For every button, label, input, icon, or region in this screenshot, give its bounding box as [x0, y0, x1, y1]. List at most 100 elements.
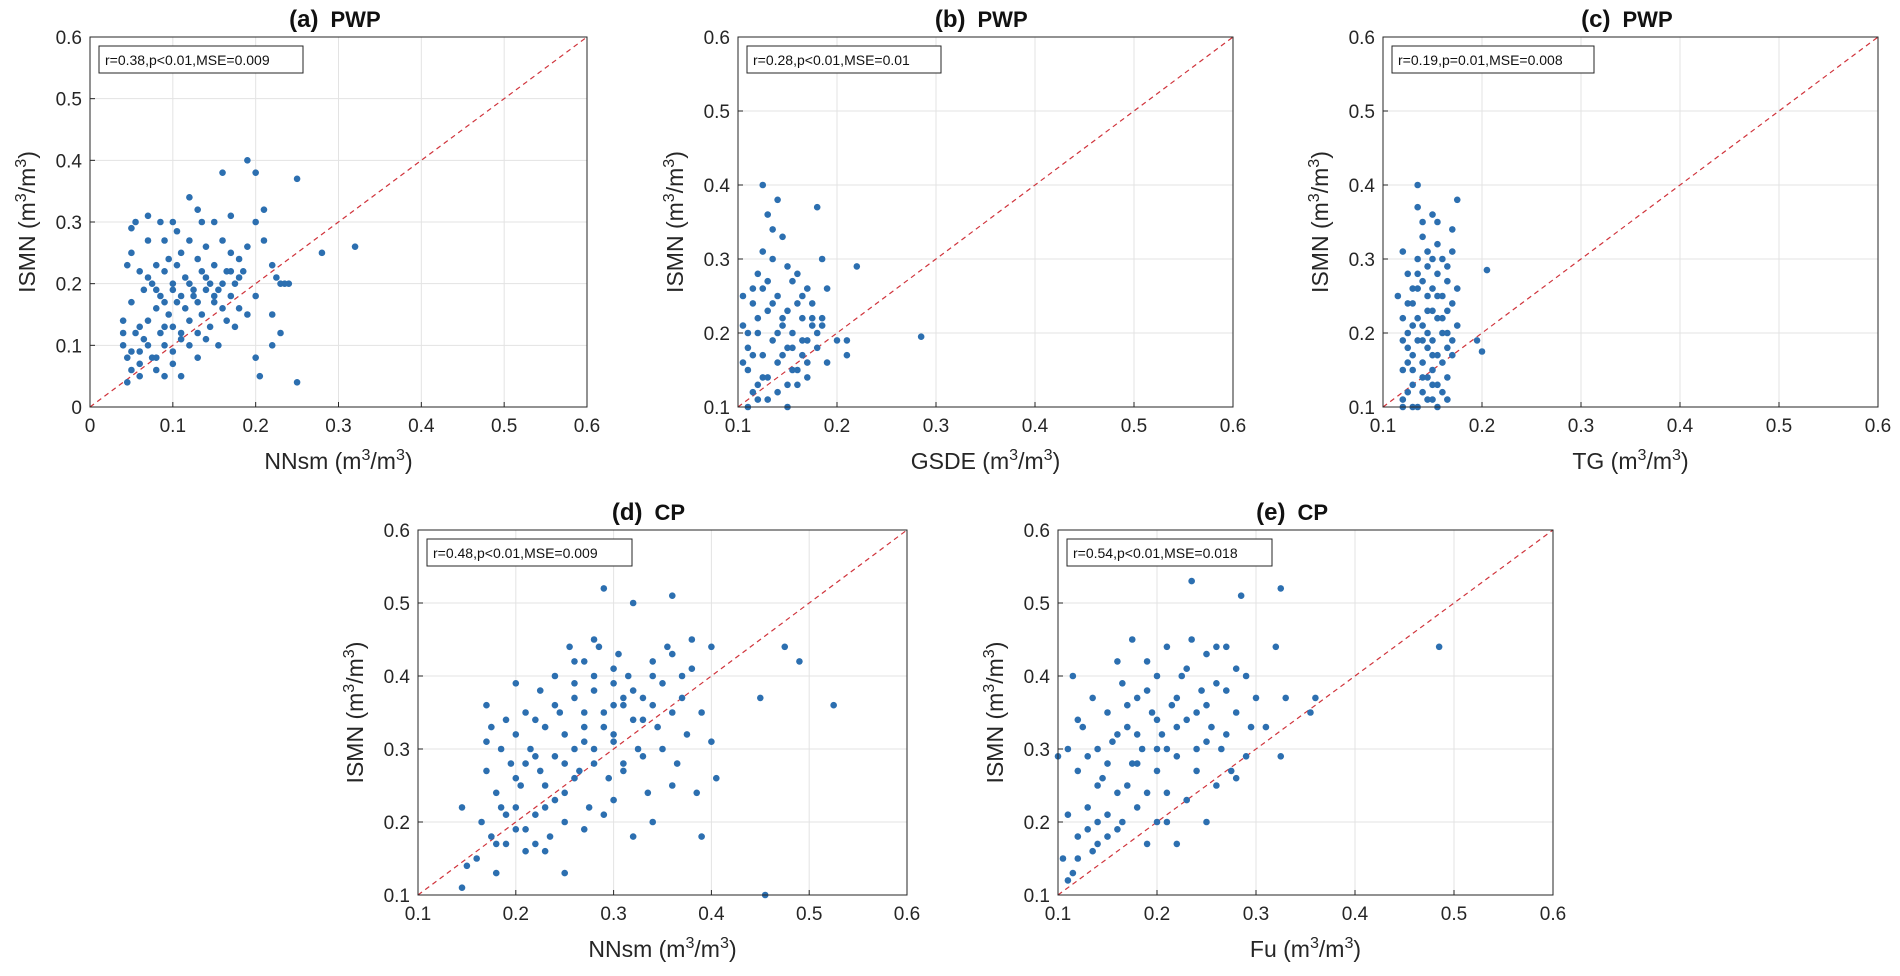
data-point	[1434, 314, 1441, 322]
data-point	[708, 643, 715, 651]
data-point	[1064, 745, 1072, 753]
data-point	[1449, 248, 1456, 255]
data-point	[1148, 709, 1156, 716]
data-point	[123, 379, 131, 386]
data-point	[293, 379, 301, 386]
x-tick-label: 0.2	[242, 416, 268, 437]
data-point	[610, 680, 617, 687]
data-point	[1424, 292, 1431, 300]
data-point	[634, 745, 642, 753]
stats-annotation-box	[98, 45, 304, 74]
data-point	[799, 292, 806, 300]
data-point	[1414, 314, 1421, 322]
data-point	[639, 716, 647, 724]
data-point	[1419, 359, 1426, 366]
data-point	[152, 366, 160, 374]
axes-frame	[737, 36, 1234, 408]
data-point	[764, 374, 771, 381]
data-point	[757, 694, 764, 702]
data-point	[1208, 723, 1215, 731]
y-axis-label: ISMN (m3/m3)	[340, 642, 368, 784]
data-point	[561, 818, 568, 826]
data-point	[1449, 337, 1456, 344]
data-point	[227, 268, 235, 275]
data-point	[1124, 723, 1131, 731]
data-point	[917, 333, 925, 341]
data-point	[1213, 680, 1220, 687]
data-point	[683, 731, 691, 738]
data-point	[610, 731, 617, 738]
data-point	[799, 314, 806, 322]
data-point	[136, 372, 143, 380]
data-point	[512, 804, 520, 811]
data-point	[1444, 307, 1451, 315]
x-tick-label: 0.5	[1121, 416, 1147, 437]
data-point	[818, 255, 826, 263]
data-point	[712, 774, 720, 782]
data-point	[639, 753, 647, 760]
data-point	[194, 298, 201, 306]
data-point	[571, 658, 578, 665]
data-point	[227, 292, 235, 300]
data-point	[1064, 811, 1072, 818]
data-point	[273, 274, 280, 281]
y-tick-label: 0.5	[704, 102, 730, 123]
data-point	[546, 833, 554, 840]
data-point	[1247, 723, 1255, 731]
data-point	[649, 701, 657, 709]
data-point	[754, 329, 762, 337]
data-point	[580, 723, 588, 731]
data-point	[576, 767, 583, 775]
data-point	[502, 840, 510, 848]
data-point	[1198, 687, 1205, 694]
data-point	[206, 280, 214, 287]
data-point	[804, 374, 811, 381]
data-point	[351, 243, 359, 250]
data-point	[1242, 672, 1250, 680]
data-point	[1153, 716, 1161, 724]
y-axis-label: ISMN (m3/m3)	[980, 642, 1008, 784]
data-point	[1089, 694, 1096, 702]
data-point	[1203, 701, 1210, 709]
data-point	[1414, 285, 1421, 292]
data-point	[649, 658, 657, 665]
data-point	[759, 374, 767, 381]
data-point	[624, 672, 632, 680]
data-point	[1074, 833, 1082, 840]
data-point	[517, 782, 524, 789]
data-point	[260, 206, 268, 213]
data-point	[532, 840, 539, 848]
data-point	[181, 305, 189, 312]
data-point	[818, 314, 826, 322]
y-tick-label: 0.2	[384, 813, 410, 834]
data-point	[235, 255, 243, 263]
y-tick-label: 0.4	[1024, 667, 1051, 688]
data-point	[1483, 266, 1491, 274]
stats-annotation: r=0.38,p<0.01,MSE=0.009	[105, 52, 270, 68]
data-point	[144, 237, 152, 244]
panel-label: (a)	[289, 6, 318, 33]
data-point	[198, 218, 206, 226]
x-tick-label: 0.4	[1342, 904, 1369, 925]
data-point	[1232, 774, 1240, 782]
x-axis-label: TG (m3/m3)	[1572, 446, 1688, 474]
data-point	[1084, 753, 1091, 760]
chart-title: PWP	[978, 7, 1028, 32]
data-point	[813, 329, 821, 337]
data-point	[789, 366, 796, 374]
data-point	[759, 248, 767, 255]
data-point	[541, 782, 549, 789]
data-point	[1223, 731, 1230, 738]
data-point	[210, 218, 218, 226]
data-point	[789, 277, 796, 285]
data-point	[1424, 329, 1431, 337]
x-tick-label: 0.2	[1469, 416, 1495, 437]
y-tick-label: 0.3	[384, 740, 410, 761]
data-point	[136, 360, 143, 368]
data-point	[808, 314, 816, 322]
x-tick-label: 0.4	[1667, 416, 1694, 437]
stats-annotation-box	[1066, 538, 1273, 567]
data-point	[1414, 270, 1421, 278]
data-point	[1424, 263, 1431, 270]
x-axis-label: NNsm (m3/m3)	[588, 934, 736, 962]
